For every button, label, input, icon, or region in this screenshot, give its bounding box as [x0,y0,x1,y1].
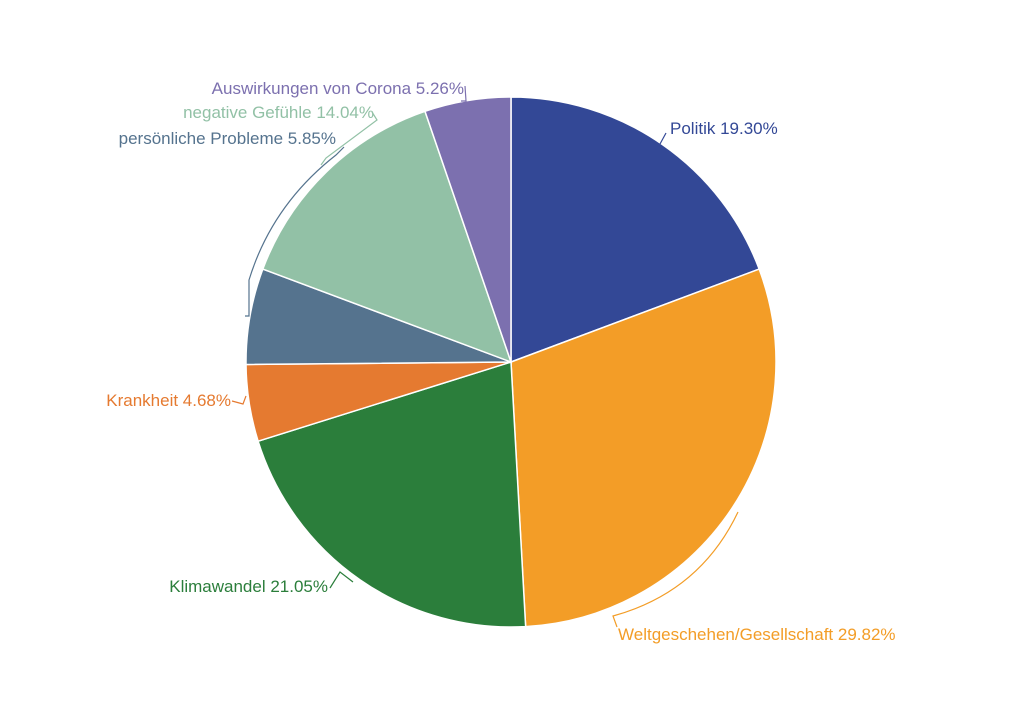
slices-layer [245,96,777,628]
slice-label: Weltgeschehen/Gesellschaft 29.82% [618,625,896,644]
slice-label: negative Gefühle 14.04% [183,103,374,122]
slice-label: Klimawandel 21.05% [169,577,328,596]
pie-slice-auswirkungen-von-corona [424,96,512,363]
leader-line [461,85,467,102]
pie-slice-politik [510,96,761,364]
leader-line [329,571,354,589]
leader-line [659,132,667,145]
leader-lines-layer [231,85,739,628]
slice-label: Krankheit 4.68% [106,391,231,410]
slice-label: Politik 19.30% [670,119,778,138]
pie-slice-klimawandel [257,360,527,628]
leader-line [612,511,739,628]
leader-line [231,395,247,405]
labels-layer: Politik 19.30% Weltgeschehen/Gesellschaft… [106,79,895,644]
pie-slice-negative-gefühle [261,110,513,364]
leader-line [245,146,345,317]
pie-slice-weltgeschehen-gesellschaft [510,268,777,628]
slice-label: persönliche Probleme 5.85% [119,129,336,148]
leader-line [320,111,378,166]
slice-label: Auswirkungen von Corona 5.26% [212,79,464,98]
